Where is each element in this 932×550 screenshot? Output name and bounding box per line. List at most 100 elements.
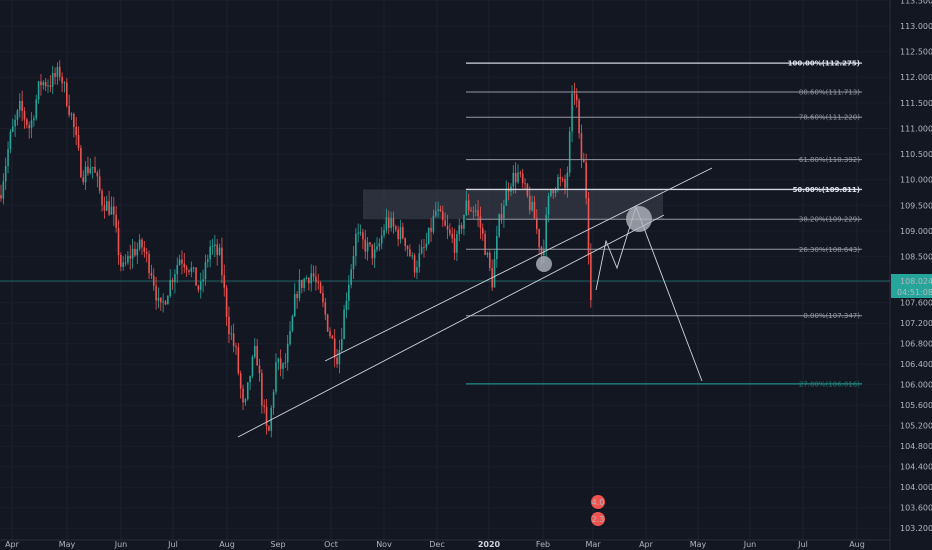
highlight-circle[interactable] (626, 206, 652, 232)
candle-body (188, 270, 190, 272)
candle-body (199, 281, 202, 290)
candle-body (23, 110, 26, 120)
x-tick-label: Jul (797, 540, 808, 549)
candle-body (70, 113, 73, 115)
candle-body (573, 93, 576, 95)
candle-body (261, 373, 263, 406)
candle-body (554, 189, 557, 194)
candle-body (30, 120, 33, 129)
y-tick-label: 106.800 (900, 340, 932, 349)
x-tick-label: Jul (167, 540, 178, 549)
y-tick-label: 104.400 (900, 463, 932, 472)
candle-body (164, 301, 167, 305)
candle-body (432, 215, 435, 232)
candle-body (357, 232, 359, 234)
x-tick-label: Nov (376, 540, 392, 549)
candle-body (73, 113, 75, 127)
candle-body (315, 276, 317, 282)
candle-body (312, 273, 315, 277)
candle-body (472, 211, 475, 213)
y-tick-label: 104.800 (900, 442, 932, 451)
y-tick-label: 103.200 (900, 524, 932, 533)
candle-body (82, 177, 85, 183)
candle-body (390, 218, 392, 228)
candle-body (425, 243, 428, 248)
candle-body (56, 66, 59, 77)
candle-body (138, 239, 141, 249)
candle-body (519, 172, 522, 174)
candle-body (68, 105, 70, 115)
fib-level-label: 26.30%(108.643) (799, 246, 860, 254)
candle-body (4, 166, 7, 182)
candle-body (244, 399, 247, 403)
candle-body (564, 179, 566, 188)
candle-body (197, 285, 200, 290)
candle-body (289, 330, 291, 344)
candle-body (256, 345, 258, 366)
candle-body (505, 189, 508, 206)
candle-body (348, 284, 350, 301)
event-badge[interactable] (591, 495, 605, 509)
candle-body (470, 210, 472, 212)
candle-body (411, 255, 414, 257)
candle-body (552, 189, 555, 194)
candle-body (265, 406, 268, 427)
candle-body (371, 244, 374, 259)
trendline-lower[interactable] (237, 214, 665, 438)
y-tick-label: 112.000 (900, 73, 932, 82)
fib-level-label: 61.80%(110.392) (799, 156, 860, 164)
highlight-circle[interactable] (536, 256, 552, 272)
fib-level-label: 27.00%(106.016) (799, 380, 860, 388)
candle-body (343, 309, 345, 340)
candle-body (237, 347, 240, 374)
candle-body (336, 357, 338, 365)
y-tick-label: 106.000 (900, 381, 932, 390)
candle-body (113, 206, 115, 215)
candle-body (143, 247, 146, 252)
y-tick-label: 112.500 (900, 48, 932, 57)
candle-body (28, 125, 30, 129)
candle-body (251, 356, 254, 376)
fib-level-label: 78.60%(111.220) (799, 114, 860, 122)
candle-body (437, 209, 439, 211)
candle-body (536, 218, 538, 230)
candle-body (376, 246, 378, 250)
candle-body (167, 295, 169, 305)
candle-body (338, 350, 341, 365)
candle-body (214, 244, 216, 246)
candle-body (540, 247, 543, 256)
candle-body (463, 214, 465, 229)
candle-body (176, 265, 179, 275)
y-tick-label: 105.200 (900, 422, 932, 431)
candle-body (162, 301, 164, 303)
candle-body (420, 247, 423, 254)
candle-body (498, 214, 500, 237)
candle-body (157, 297, 160, 301)
fib-level-label: 50.00%(109.811) (793, 186, 860, 194)
candle-body (350, 269, 352, 285)
candle-body (399, 227, 402, 240)
candle-body (479, 216, 482, 229)
candle-body (181, 259, 183, 264)
candle-body (352, 255, 355, 270)
candle-body (521, 173, 524, 184)
candle-body (301, 279, 303, 288)
candle-body (35, 99, 38, 119)
resistance-zone[interactable] (363, 189, 663, 220)
y-tick-label: 106.400 (900, 360, 932, 369)
candle-body (101, 190, 103, 206)
candle-body (54, 73, 56, 77)
candle-body (380, 235, 383, 244)
candle-body (150, 272, 153, 276)
last-price-tag (891, 274, 932, 298)
candle-body (392, 218, 395, 227)
candle-body (559, 177, 562, 179)
candle-body (91, 166, 94, 169)
candle-body (155, 285, 157, 301)
x-tick-label: Jun (114, 540, 128, 549)
projected-path[interactable] (595, 205, 703, 382)
trendline-upper[interactable] (324, 167, 713, 362)
event-badge[interactable] (591, 512, 605, 526)
candle-body (308, 277, 310, 284)
